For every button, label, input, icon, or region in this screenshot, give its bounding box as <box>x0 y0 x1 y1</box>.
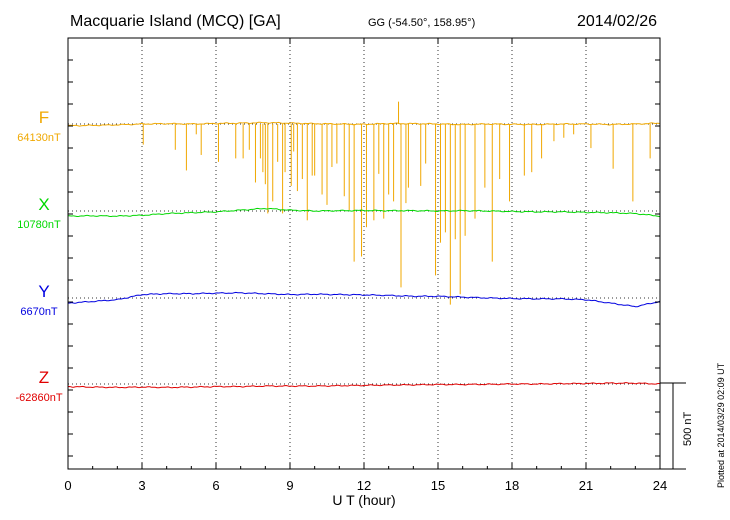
plot-grid <box>68 38 660 469</box>
x-tick-label: 0 <box>64 478 71 493</box>
series-y-line <box>67 291 661 308</box>
x-tick-label: 24 <box>653 478 667 493</box>
station-coordinates: GG (-54.50°, 158.95°) <box>368 17 475 29</box>
x-tick-label: 21 <box>579 478 593 493</box>
series-x-line <box>67 207 660 217</box>
channel-label-y: Y <box>38 282 49 301</box>
scale-bar: 500 nT <box>660 382 694 470</box>
channel-labels: F 64130nT X 10780nT Y 6670nT Z -62860nT <box>15 108 62 404</box>
channel-baseline-z: -62860nT <box>15 392 62 404</box>
x-tick-label: 6 <box>212 478 219 493</box>
station-title: Macquarie Island (MCQ) [GA] <box>70 13 281 30</box>
channel-label-f: F <box>39 108 49 127</box>
x-tick-label: 3 <box>138 478 145 493</box>
x-tick-label: 9 <box>286 478 293 493</box>
series-layer <box>67 101 661 389</box>
x-axis-label: U T (hour) <box>332 492 395 508</box>
x-tick-label: 15 <box>431 478 445 493</box>
channel-label-x: X <box>38 195 49 214</box>
series-f-spikes <box>142 101 651 305</box>
plotted-timestamp: Plotted at 2014/03/29 02:09 UT <box>716 362 726 488</box>
channel-baseline-x: 10780nT <box>17 219 61 231</box>
channel-label-z: Z <box>39 368 49 387</box>
channel-baseline-y: 6670nT <box>20 306 58 318</box>
x-axis: 0 3 6 9 12 15 18 21 24 U T (hour) <box>64 38 667 508</box>
x-tick-label: 12 <box>357 478 371 493</box>
scale-bar-label: 500 nT <box>682 411 694 446</box>
series-z-line <box>67 382 661 389</box>
channel-baseline-f: 64130nT <box>17 132 61 144</box>
x-tick-label: 18 <box>505 478 519 493</box>
plot-date: 2014/02/26 <box>577 13 657 30</box>
series-f-line <box>67 121 661 127</box>
